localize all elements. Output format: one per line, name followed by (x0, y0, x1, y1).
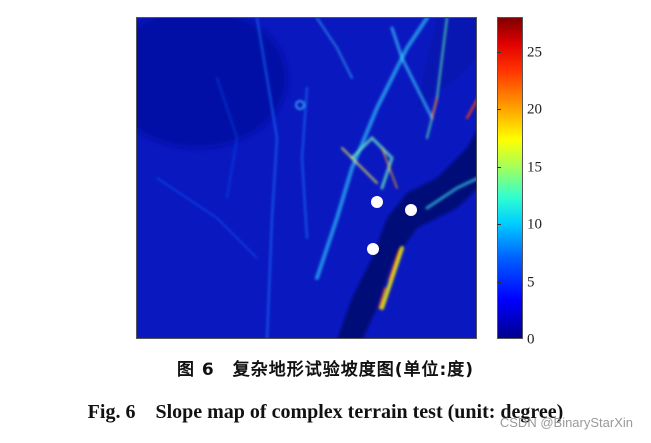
colorbar-tick-label: 5 (527, 274, 535, 291)
colorbar-tick-label: 15 (527, 159, 542, 176)
colorbar-tick-label: 25 (527, 44, 542, 61)
marker-point-3 (367, 243, 379, 255)
colorbar-tick-label: 0 (527, 331, 535, 348)
colorbar (497, 17, 523, 339)
figure-caption-chinese: 图 6 复杂地形试验坡度图(单位:度) (176, 360, 475, 380)
watermark: CSDN @BinaryStarXin (499, 415, 633, 430)
marker-point-1 (371, 196, 383, 208)
marker-point-2 (405, 204, 417, 216)
slope-map-texture (137, 18, 476, 338)
colorbar-tick-label: 10 (527, 216, 542, 233)
colorbar-tick-mark (497, 109, 501, 110)
colorbar-tick-label: 20 (527, 101, 542, 118)
figure-caption-english: Fig. 6 Slope map of complex terrain test… (87, 401, 564, 423)
slope-map (136, 17, 477, 339)
colorbar-tick-mark (497, 167, 501, 168)
colorbar-tick-mark (497, 224, 501, 225)
colorbar-tick-mark (497, 282, 501, 283)
colorbar-tick-mark (497, 52, 501, 53)
